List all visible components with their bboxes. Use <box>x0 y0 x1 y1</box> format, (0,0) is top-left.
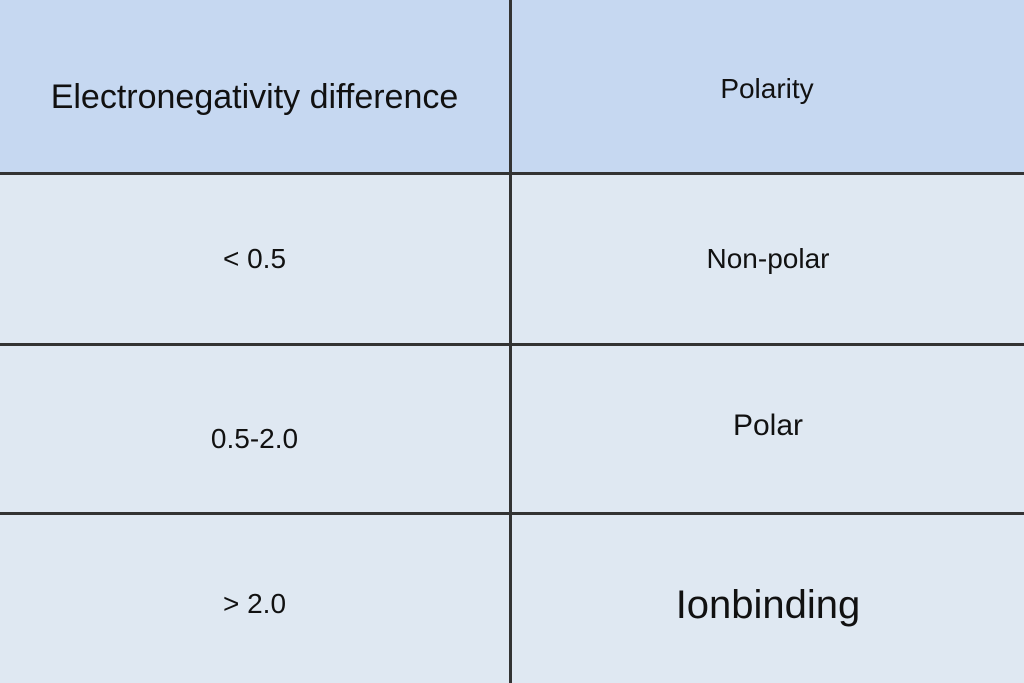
table-cell: 0.5-2.0 <box>0 346 509 512</box>
cell-text: > 2.0 <box>222 588 287 619</box>
header-cell: Polarity <box>512 0 1024 172</box>
table-cell: Ionbinding <box>512 515 1024 683</box>
cell-text: 0.5-2.0 <box>210 423 299 454</box>
cell-text: Non-polar <box>706 243 830 274</box>
header-text: Electronegativity difference <box>50 77 459 116</box>
cell-text: Ionbinding <box>675 582 861 627</box>
header-cell: Electronegativity difference <box>0 0 509 172</box>
table-cell: Non-polar <box>512 175 1024 343</box>
cell-text: < 0.5 <box>222 243 287 274</box>
row-divider <box>0 512 1024 515</box>
table-cell: > 2.0 <box>0 515 509 683</box>
cell-text: Polar <box>732 409 804 442</box>
row-divider <box>0 343 1024 346</box>
table-cell: < 0.5 <box>0 175 509 343</box>
column-divider <box>509 0 512 683</box>
table-cell: Polar <box>512 346 1024 512</box>
row-divider <box>0 172 1024 175</box>
header-text: Polarity <box>720 73 814 104</box>
